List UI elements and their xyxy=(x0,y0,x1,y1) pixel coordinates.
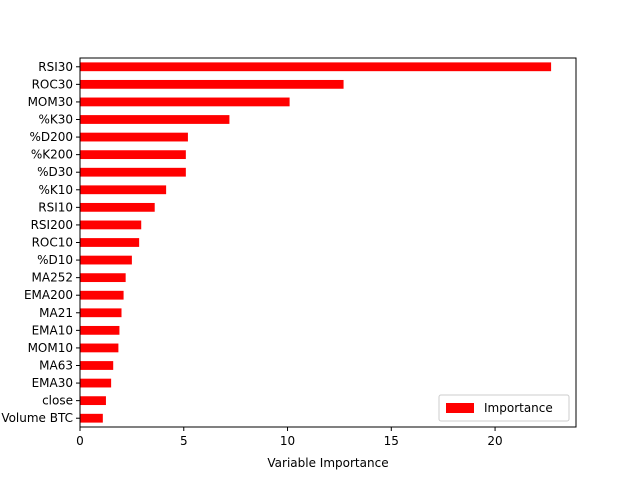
legend: Importance xyxy=(438,394,570,422)
x-tick-label: 0 xyxy=(76,434,84,448)
x-tick-label: 15 xyxy=(384,434,399,448)
x-tick-label: 20 xyxy=(487,434,502,448)
y-tick-label: close xyxy=(42,394,73,408)
y-tick-label: MOM30 xyxy=(28,95,73,109)
y-tick-label: RSI200 xyxy=(31,218,73,232)
bar xyxy=(80,238,140,247)
legend-swatch xyxy=(446,403,474,413)
bar xyxy=(80,167,186,177)
y-tick-label: %K200 xyxy=(31,148,73,162)
x-tick-label: 10 xyxy=(280,434,295,448)
y-tick-label: EMA10 xyxy=(32,323,73,337)
y-tick-label: MA21 xyxy=(39,306,73,320)
bar xyxy=(80,273,126,283)
bar xyxy=(80,150,186,160)
bar xyxy=(80,308,122,318)
bar xyxy=(80,290,124,300)
x-axis-label: Variable Importance xyxy=(267,456,388,470)
bar xyxy=(80,255,132,265)
bar xyxy=(80,202,155,212)
y-tick-label: MA63 xyxy=(39,359,73,373)
x-tick-label: 5 xyxy=(180,434,188,448)
x-axis-ticks: 0 5 10 15 20 xyxy=(76,427,503,448)
y-tick-label: RSI30 xyxy=(38,60,73,74)
bar xyxy=(80,115,230,124)
bars-group xyxy=(80,62,552,423)
y-tick-label: %D10 xyxy=(37,253,73,267)
legend-box xyxy=(438,394,570,422)
bar xyxy=(80,361,114,370)
bar xyxy=(80,325,120,335)
y-tick-label: %D30 xyxy=(37,165,73,179)
y-tick-label: ROC10 xyxy=(32,236,73,250)
y-tick-label: Volume BTC xyxy=(1,411,73,425)
y-tick-label: %K30 xyxy=(38,113,73,127)
y-tick-label: EMA200 xyxy=(24,288,73,302)
y-tick-label: RSI10 xyxy=(38,200,73,214)
y-tick-label: ROC30 xyxy=(32,77,73,91)
y-tick-label: %K10 xyxy=(38,183,73,197)
y-tick-label: %D200 xyxy=(29,130,73,144)
bar xyxy=(80,62,552,72)
bar xyxy=(80,79,344,89)
bar xyxy=(80,97,290,107)
bar xyxy=(80,396,106,406)
bar xyxy=(80,132,188,142)
bar xyxy=(80,343,119,353)
bar xyxy=(80,185,167,195)
y-tick-label: MA252 xyxy=(32,271,73,285)
bar xyxy=(80,378,112,388)
legend-label: Importance xyxy=(484,401,553,415)
y-axis-ticks: RSI30 ROC30 MOM30 %K30 %D200 %K200 %D30 %K10 RSI… xyxy=(1,60,80,425)
plot-frame xyxy=(79,57,577,428)
bar xyxy=(80,413,103,423)
y-tick-label: EMA30 xyxy=(32,376,73,390)
y-tick-label: MOM10 xyxy=(28,341,73,355)
bar xyxy=(80,220,142,230)
